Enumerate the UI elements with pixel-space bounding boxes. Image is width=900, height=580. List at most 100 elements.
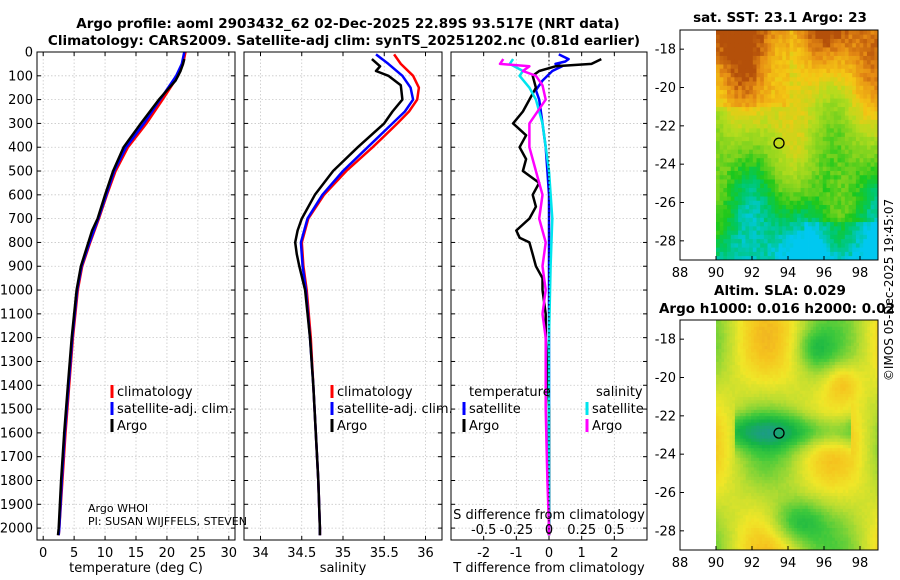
heatmap-cell	[786, 492, 790, 497]
heatmap-cell	[756, 342, 760, 346]
heatmap-cell	[740, 396, 744, 401]
heatmap-cell	[797, 454, 801, 458]
heatmap-cell	[730, 208, 735, 214]
heatmap-cell	[775, 412, 779, 417]
heatmap-cell	[793, 30, 798, 35]
heatmap-cell	[734, 463, 738, 468]
heatmap-cell	[737, 435, 741, 439]
heatmap-cell	[797, 425, 801, 430]
heatmap-cell	[753, 380, 757, 385]
heatmap-cell	[789, 106, 794, 112]
heatmap-cell	[764, 450, 768, 455]
heatmap-cell	[741, 153, 746, 159]
heatmap-cell	[830, 76, 835, 82]
heatmap-cell	[852, 179, 857, 184]
heatmap-cell	[837, 208, 842, 214]
heatmap-cell	[837, 170, 842, 176]
heatmap-cell	[855, 179, 860, 184]
heatmap-cell	[718, 335, 722, 340]
heatmap-cell	[770, 444, 774, 449]
heatmap-cell	[753, 348, 757, 353]
heatmap-cell	[727, 153, 732, 159]
heatmap-cell	[738, 200, 743, 206]
heatmap-cell	[826, 179, 831, 184]
heatmap-cell	[764, 495, 768, 500]
heatmap-cell	[852, 157, 857, 163]
heatmap-cell	[740, 460, 744, 465]
heatmap-cell	[785, 204, 791, 210]
heatmap-cell	[771, 157, 776, 163]
heatmap-cell	[778, 530, 782, 535]
heatmap-cell	[786, 425, 790, 430]
heatmap-cell	[800, 38, 805, 44]
heatmap-cell	[775, 387, 779, 391]
heatmap-cell	[774, 251, 779, 257]
heatmap-cell	[786, 342, 790, 346]
heatmap-cell	[830, 72, 835, 78]
heatmap-cell	[764, 482, 768, 487]
heatmap-cell	[748, 409, 752, 414]
heatmap-cell	[830, 119, 835, 125]
heatmap-cell	[761, 479, 765, 484]
heatmap-cell	[778, 422, 782, 426]
heatmap-cell	[800, 47, 805, 52]
heatmap-cell	[763, 145, 768, 150]
heatmap-cell	[740, 380, 744, 385]
heatmap-cell	[782, 47, 787, 52]
heatmap-cell	[772, 371, 776, 375]
heatmap-cell	[797, 371, 801, 375]
heatmap-cell	[863, 230, 868, 235]
heatmap-cell	[738, 255, 743, 261]
heatmap-cell	[785, 242, 791, 248]
heatmap-cell	[780, 466, 784, 471]
heatmap-cell	[797, 123, 802, 129]
heatmap-cell	[767, 145, 772, 150]
heatmap-cell	[737, 422, 741, 426]
heatmap-cell	[719, 76, 724, 82]
heatmap-cell	[732, 495, 736, 500]
heatmap-cell	[761, 470, 765, 474]
y-tick-label: 1900	[0, 498, 33, 513]
heatmap-cell	[815, 187, 820, 193]
heatmap-cell	[788, 527, 792, 532]
heatmap-cell	[767, 208, 772, 214]
heatmap-cell	[775, 364, 779, 369]
heatmap-cell	[759, 358, 763, 362]
heatmap-cell	[759, 329, 763, 334]
heatmap-cell	[751, 505, 755, 509]
heatmap-cell	[804, 72, 809, 78]
heatmap-cell	[729, 428, 733, 433]
heatmap-cell	[775, 419, 779, 423]
heatmap-cell	[732, 486, 736, 490]
heatmap-cell	[738, 115, 743, 120]
heatmap-cell	[730, 127, 735, 133]
heatmap-cell	[767, 514, 771, 519]
heatmap-cell	[767, 76, 772, 82]
heatmap-cell	[730, 93, 735, 99]
heatmap-cell	[741, 238, 746, 244]
heatmap-cell	[716, 242, 721, 248]
heatmap-cell	[740, 406, 744, 410]
heatmap-cell	[716, 383, 720, 388]
heatmap-cell	[837, 132, 842, 137]
heatmap-cell	[844, 98, 849, 103]
heatmap-cell	[874, 238, 879, 244]
heatmap-cell	[745, 81, 750, 86]
heatmap-cell	[749, 242, 754, 248]
heatmap-cell	[837, 196, 842, 201]
heatmap-cell	[719, 255, 724, 261]
heatmap-cell	[788, 383, 792, 388]
heatmap-cell	[772, 492, 776, 497]
heatmap-cell	[741, 110, 746, 116]
heatmap-cell	[791, 450, 795, 455]
heatmap-cell	[800, 196, 805, 201]
heatmap-cell	[797, 247, 802, 252]
heatmap-cell	[811, 255, 816, 261]
heatmap-cell	[783, 508, 787, 513]
heatmap-cell	[844, 255, 849, 261]
heatmap-cell	[751, 329, 755, 334]
heatmap-cell	[721, 335, 725, 340]
heatmap-cell	[748, 342, 752, 346]
heatmap-cell	[789, 145, 794, 150]
heatmap-cell	[819, 196, 824, 201]
